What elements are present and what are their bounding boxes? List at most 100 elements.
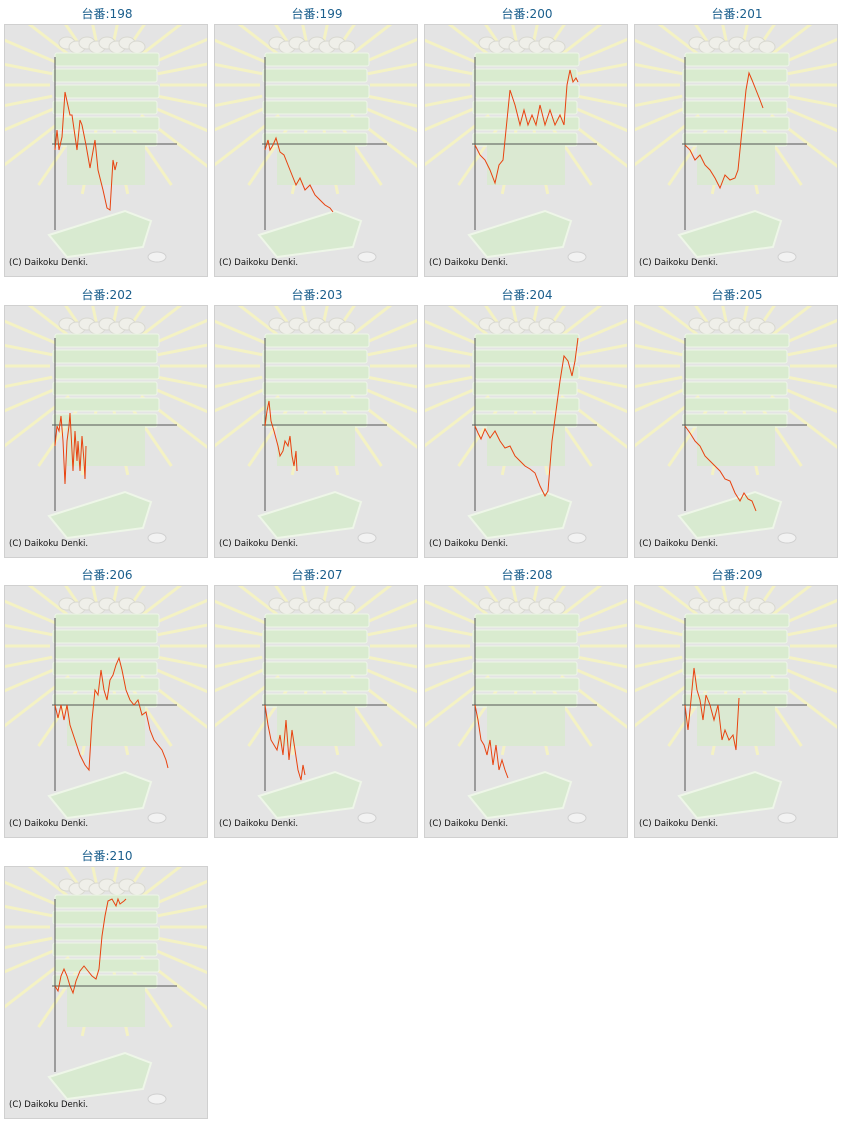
balance-line bbox=[684, 425, 757, 512]
tray-stack-decoration bbox=[474, 365, 580, 380]
ray-decoration bbox=[770, 306, 813, 337]
ray-decoration bbox=[5, 936, 53, 950]
ray-decoration bbox=[425, 62, 473, 76]
machine-number-title[interactable]: 台番:205 bbox=[711, 288, 763, 302]
machine-graph-card: 台番:207 (C) Daikoku Denki. bbox=[212, 561, 422, 841]
ray-decoration bbox=[247, 120, 294, 186]
ray-decoration bbox=[756, 401, 803, 467]
ray-decoration bbox=[657, 25, 700, 56]
ray-decoration bbox=[126, 681, 173, 747]
balance-line bbox=[264, 704, 306, 781]
ray-decoration bbox=[425, 386, 480, 413]
balance-line bbox=[54, 656, 169, 772]
ray-decoration bbox=[531, 25, 539, 46]
ray-decoration bbox=[111, 306, 119, 327]
graph-frame: (C) Daikoku Denki. bbox=[214, 585, 418, 838]
stack-base-decoration bbox=[67, 426, 145, 466]
ray-decoration bbox=[635, 94, 683, 108]
coin-decoration bbox=[147, 1093, 167, 1105]
machine-number-title[interactable]: 台番:202 bbox=[81, 288, 133, 302]
ray-decoration bbox=[635, 623, 683, 637]
copyright-text: (C) Daikoku Denki. bbox=[219, 819, 299, 829]
machine-number-title[interactable]: 台番:199 bbox=[291, 7, 343, 21]
ray-decoration bbox=[150, 37, 207, 65]
ray-decoration bbox=[5, 599, 60, 626]
ray-decoration bbox=[27, 306, 70, 337]
stack-base-decoration bbox=[697, 706, 775, 746]
ball-decoration bbox=[338, 321, 356, 335]
ray-decoration bbox=[215, 319, 270, 346]
tray-stack-decoration bbox=[54, 365, 160, 380]
ray-decoration bbox=[667, 120, 714, 186]
ray-decoration bbox=[570, 105, 627, 133]
background-art bbox=[5, 306, 207, 544]
ray-decoration bbox=[425, 375, 473, 389]
tray-stack-decoration bbox=[684, 52, 790, 67]
ball-decoration bbox=[128, 40, 146, 54]
ball-decoration bbox=[128, 882, 146, 896]
ray-decoration bbox=[367, 623, 417, 637]
tray-stack-decoration bbox=[54, 645, 160, 660]
ray-decoration bbox=[657, 306, 700, 337]
graph-frame: (C) Daikoku Denki. bbox=[4, 585, 208, 838]
graph-frame: (C) Daikoku Denki. bbox=[634, 305, 838, 558]
ray-decoration bbox=[157, 655, 207, 669]
ball-decoration bbox=[758, 601, 776, 615]
tray-stack-decoration bbox=[52, 942, 158, 957]
tray-stack-decoration bbox=[52, 661, 158, 676]
ball-decoration bbox=[128, 601, 146, 615]
ray-decoration bbox=[5, 666, 60, 693]
stack-base-decoration bbox=[67, 987, 145, 1027]
ray-decoration bbox=[157, 94, 207, 108]
tray-stack-decoration bbox=[472, 68, 578, 83]
tray-stack-decoration bbox=[474, 645, 580, 660]
ray-decoration bbox=[694, 586, 714, 611]
background-art bbox=[5, 867, 207, 1105]
ray-decoration bbox=[91, 586, 99, 607]
ray-decoration bbox=[546, 586, 566, 611]
slump-graph bbox=[5, 306, 207, 544]
ray-decoration bbox=[5, 343, 53, 357]
ray-decoration bbox=[237, 25, 280, 56]
coin-decoration bbox=[147, 812, 167, 824]
slump-graph bbox=[635, 586, 837, 824]
tray-stack-decoration bbox=[54, 613, 160, 628]
machine-number-title[interactable]: 台番:198 bbox=[81, 7, 133, 21]
tray-decoration bbox=[677, 770, 783, 820]
ball-decoration bbox=[758, 40, 776, 54]
coin-decoration bbox=[777, 812, 797, 824]
copyright-text: (C) Daikoku Denki. bbox=[9, 539, 89, 549]
graph-frame: (C) Daikoku Denki. bbox=[214, 24, 418, 277]
machine-number-title[interactable]: 台番:208 bbox=[501, 568, 553, 582]
ray-decoration bbox=[126, 120, 173, 186]
ray-decoration bbox=[367, 94, 417, 108]
machine-graph-card: 台番:205 (C) Daikoku Denki. bbox=[632, 281, 842, 561]
tray-stack-decoration bbox=[52, 68, 158, 83]
machine-number-title[interactable]: 台番:203 bbox=[291, 288, 343, 302]
graph-frame: (C) Daikoku Denki. bbox=[4, 866, 208, 1119]
machine-graph-card: 台番:199 (C) Daikoku Denki. bbox=[212, 0, 422, 280]
machine-number-title[interactable]: 台番:207 bbox=[291, 568, 343, 582]
machine-number-title[interactable]: 台番:201 bbox=[711, 7, 763, 21]
tray-stack-decoration bbox=[474, 613, 580, 628]
ray-decoration bbox=[5, 38, 60, 65]
machine-number-title[interactable]: 台番:206 bbox=[81, 568, 133, 582]
ray-decoration bbox=[301, 25, 309, 46]
ray-decoration bbox=[274, 586, 294, 611]
tray-stack-decoration bbox=[684, 84, 790, 99]
machine-number-title[interactable]: 台番:209 bbox=[711, 568, 763, 582]
balance-line bbox=[474, 69, 579, 185]
ray-decoration bbox=[570, 666, 627, 694]
tray-stack-decoration bbox=[264, 52, 370, 67]
ray-decoration bbox=[157, 623, 207, 637]
ray-decoration bbox=[425, 319, 480, 346]
background-art bbox=[635, 25, 837, 263]
ray-decoration bbox=[425, 666, 480, 693]
ray-decoration bbox=[425, 105, 480, 132]
machine-number-title[interactable]: 台番:204 bbox=[501, 288, 553, 302]
ray-decoration bbox=[157, 904, 207, 918]
machine-number-title[interactable]: 台番:200 bbox=[501, 7, 553, 21]
machine-number-title[interactable]: 台番:210 bbox=[81, 849, 133, 863]
machine-graph-card: 台番:208 (C) Daikoku Denki. bbox=[422, 561, 632, 841]
ray-decoration bbox=[560, 306, 603, 337]
